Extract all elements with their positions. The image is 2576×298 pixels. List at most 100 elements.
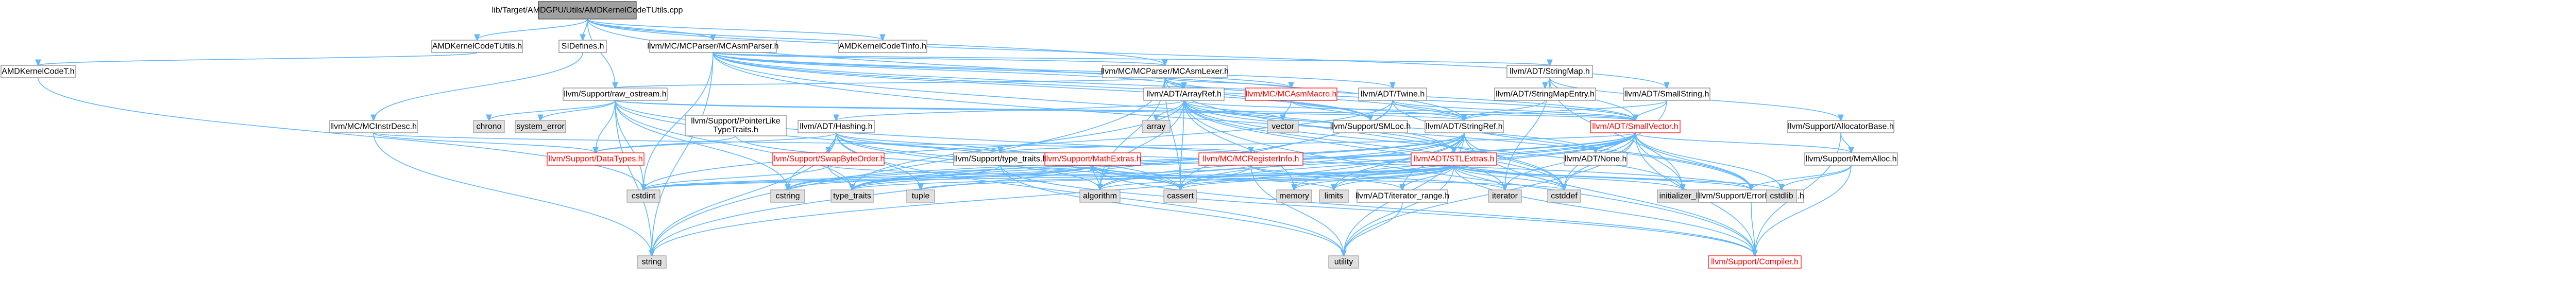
edge-smallstring-h-to-stringref-h <box>1464 100 1667 120</box>
node-box <box>1245 87 1337 101</box>
node-label: tuple <box>912 192 930 201</box>
node-box <box>1 65 76 78</box>
node-box <box>1079 189 1121 203</box>
node-label: llvm/ADT/iterator_range.h <box>1355 192 1449 201</box>
node-label: llvm/Support/type_traits.h <box>954 155 1047 164</box>
node-box <box>1142 120 1171 133</box>
node-amdkernelcodet-h[interactable]: AMDKernelCodeT.h <box>1 65 76 78</box>
edge-stlextras-h-to-errorhandling-h <box>1453 165 1751 190</box>
node-box <box>1102 65 1228 78</box>
edge-raw-ostream-h-to-smallvector-h <box>615 100 1635 120</box>
edge-root-to-amdkernelcodetutils-h <box>477 19 588 40</box>
node-cassert: cassert <box>1163 189 1197 203</box>
node-raw-ostream-h[interactable]: llvm/Support/raw_ostream.h <box>563 87 668 101</box>
node-box <box>906 189 935 203</box>
node-box <box>1163 189 1197 203</box>
edge-type-traits-h-to-type-traits <box>852 165 1001 190</box>
node-root[interactable]: lib/Target/AMDGPU/Utils/AMDKernelCodeTUt… <box>492 1 683 20</box>
node-mcasmparser-h[interactable]: llvm/MC/MCParser/MCAsmParser.h <box>647 40 779 53</box>
node-stringmapentry-h[interactable]: llvm/ADT/StringMapEntry.h <box>1494 87 1596 101</box>
node-smallvector-h[interactable]: llvm/ADT/SmallVector.h <box>1590 120 1681 133</box>
node-hashing-h[interactable]: llvm/ADT/Hashing.h <box>798 120 875 133</box>
node-label: chrono <box>477 122 502 131</box>
edge-mcasmlexer-h-to-raw-ostream-h <box>615 77 1165 88</box>
node-vector: vector <box>1267 120 1299 133</box>
node-label: limits <box>1325 192 1343 201</box>
edge-arrayref-h-to-vector <box>1183 100 1283 120</box>
node-cstddef: cstddef <box>1547 189 1581 203</box>
node-memalloc-h[interactable]: llvm/Support/MemAlloc.h <box>1804 152 1898 166</box>
node-type-traits-h[interactable]: llvm/Support/type_traits.h <box>953 152 1048 166</box>
node-label: llvm/ADT/SmallString.h <box>1624 90 1709 99</box>
node-algorithm: algorithm <box>1079 189 1121 203</box>
node-system-error: system_error <box>515 120 566 133</box>
node-label: cstdint <box>632 192 656 201</box>
node-mcregisterinfo-h[interactable]: llvm/MC/MCRegisterInfo.h <box>1198 152 1303 166</box>
node-datatypes-h[interactable]: llvm/Support/DataTypes.h <box>547 152 645 166</box>
node-label: llvm/ADT/SmallVector.h <box>1592 122 1678 131</box>
node-box <box>1425 120 1504 133</box>
node-label: llvm/Support/PointerLike <box>691 117 781 126</box>
edge-layer <box>38 19 1851 256</box>
node-allocatorbase-h[interactable]: llvm/Support/AllocatorBase.h <box>1787 120 1894 133</box>
node-iterator-range-h[interactable]: llvm/ADT/iterator_range.h <box>1355 189 1449 203</box>
node-twine-h[interactable]: llvm/ADT/Twine.h <box>1358 87 1427 101</box>
edge-stlextras-h-to-algorithm <box>1100 165 1454 190</box>
node-sidefines-h[interactable]: SIDefines.h <box>558 40 607 53</box>
node-box <box>685 115 787 136</box>
node-stringmap-h[interactable]: llvm/ADT/StringMap.h <box>1506 65 1593 78</box>
node-mcinstrdesc-h[interactable]: llvm/MC/MCInstrDesc.h <box>329 120 418 133</box>
edge-mcasmparser-h-to-errorhandling-h <box>713 52 1751 190</box>
edge-amdkernelcodet-h-to-cstdint <box>38 77 643 190</box>
node-label: SIDefines.h <box>562 42 604 51</box>
edge-mcasmparser-h-to-arrayref-h <box>713 52 1184 88</box>
node-box <box>1590 120 1681 133</box>
edge-stlextras-h-to-iterator-range-h <box>1402 165 1454 190</box>
node-box <box>953 152 1048 166</box>
edge-stlextras-h-to-initializer-list <box>1453 165 1683 190</box>
node-none-h[interactable]: llvm/ADT/None.h <box>1564 152 1628 166</box>
edge-mcasmparser-h-to-mcasmlexer-h <box>713 52 1165 65</box>
edge-mcregisterinfo-h-to-cstdint <box>643 165 1251 190</box>
node-limits: limits <box>1319 189 1349 203</box>
node-label: utility <box>1334 258 1353 267</box>
node-amdkernelcodetinfo-h[interactable]: AMDKernelCodeTInfo.h <box>838 40 927 53</box>
edge-mathextras-h-to-type-traits <box>852 165 1093 190</box>
edge-stlextras-h-to-mathextras-h <box>1093 165 1454 181</box>
node-stringref-h[interactable]: llvm/ADT/StringRef.h <box>1425 120 1504 133</box>
node-mathextras-h[interactable]: llvm/Support/MathExtras.h <box>1044 152 1141 166</box>
edge-smallstring-h-to-cstddef <box>1564 100 1667 190</box>
node-stlextras-h[interactable]: llvm/ADT/STLExtras.h <box>1411 152 1497 166</box>
edge-mcasmparser-h-to-stringref-h <box>713 52 1464 120</box>
edge-mcasmparser-h-to-smallvector-h <box>713 52 1635 120</box>
edge-type-traits-h-to-compiler-h <box>1000 165 1755 256</box>
edge-mcinstrdesc-h-to-mcregisterinfo-h <box>373 132 1251 153</box>
edge-memalloc-h-to-compiler-h <box>1755 165 1852 256</box>
node-box <box>515 120 566 133</box>
edge-mcasmmacro-h-to-smloc-h <box>1291 100 1370 120</box>
node-box <box>1319 189 1349 203</box>
edge-smallstring-h-to-smallvector-h <box>1635 100 1667 120</box>
node-compiler-h[interactable]: llvm/Support/Compiler.h <box>1708 255 1802 269</box>
node-arrayref-h[interactable]: llvm/ADT/ArrayRef.h <box>1143 87 1225 101</box>
node-amdkernelcodetutils-h[interactable]: AMDKernelCodeTUtils.h <box>431 40 523 53</box>
edge-arrayref-h-to-hashing-h <box>836 100 1184 120</box>
node-smloc-h[interactable]: llvm/Support/SMLoc.h <box>1330 120 1411 133</box>
edge-mcasmparser-h-to-mcasmmacro-h <box>713 52 1291 88</box>
node-box <box>1328 255 1359 269</box>
edge-raw-ostream-h-to-cstring <box>615 100 788 190</box>
node-mcasmlexer-h[interactable]: llvm/MC/MCParser/MCAsmLexer.h <box>1101 65 1229 78</box>
edge-stlextras-h-to-cstdint <box>643 165 1454 190</box>
node-smallstring-h[interactable]: llvm/ADT/SmallString.h <box>1623 87 1710 101</box>
edge-pointerliketypetraits-h-to-datatypes-h <box>596 135 736 153</box>
node-array: array <box>1142 120 1171 133</box>
node-cstdlib: cstdlib <box>1766 189 1797 203</box>
node-swapbyteorder-h[interactable]: llvm/Support/SwapByteOrder.h <box>772 152 885 166</box>
node-label: llvm/Support/DataTypes.h <box>548 155 642 164</box>
node-mcasmmacro-h[interactable]: llvm/MC/MCAsmMacro.h <box>1245 87 1337 101</box>
node-label: llvm/Support/raw_ostream.h <box>564 90 666 99</box>
edge-hashing-h-to-type-traits-h <box>836 132 1001 153</box>
node-label: AMDKernelCodeTInfo.h <box>839 42 926 51</box>
